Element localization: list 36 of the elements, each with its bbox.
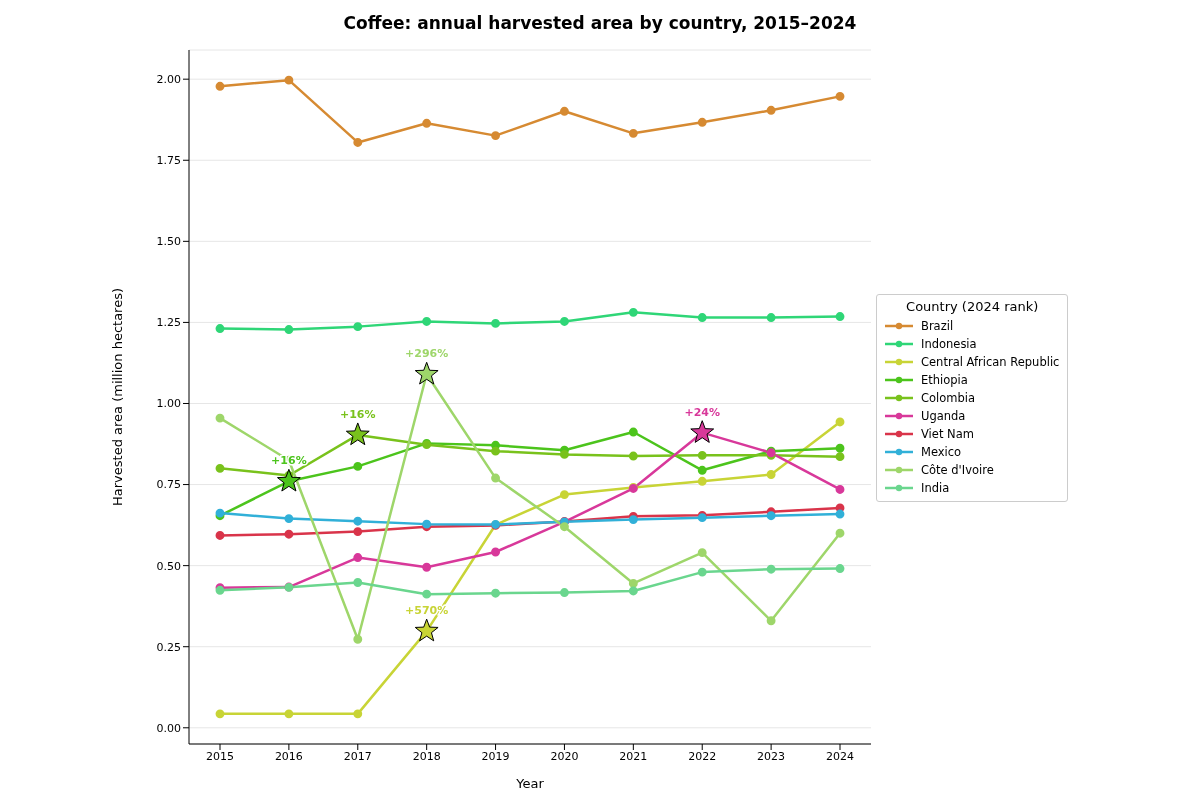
annotation: +16% xyxy=(340,407,376,421)
y-tick-label: 0.75 xyxy=(156,478,181,492)
y-tick-label: 0.25 xyxy=(156,640,181,654)
x-tick-label: 2018 xyxy=(412,749,441,763)
legend-label: Colombia xyxy=(921,391,976,405)
y-tick-label: 0.50 xyxy=(156,559,181,573)
legend-label: Mexico xyxy=(921,445,962,459)
legend-label: Viet Nam xyxy=(921,427,974,441)
legend-label: Ethiopia xyxy=(921,373,968,387)
legend-title: Country (2024 rank) xyxy=(905,299,1040,314)
x-tick-label: 2020 xyxy=(550,749,579,763)
y-tick-label: 1.50 xyxy=(156,235,181,249)
x-tick-label: 2017 xyxy=(343,749,372,763)
x-tick-label: 2015 xyxy=(206,749,234,763)
x-tick-label: 2016 xyxy=(274,749,303,763)
legend-label: Central African Republic xyxy=(921,355,1060,369)
annotation: +24% xyxy=(684,405,720,419)
legend-label: Brazil xyxy=(921,319,954,333)
legend-label: Côte d'Ivoire xyxy=(921,463,994,477)
y-tick-label: 1.75 xyxy=(156,154,181,168)
y-axis-title: Harvested area (million hectares) xyxy=(109,287,125,507)
x-tick-label: 2022 xyxy=(688,749,717,763)
y-tick-label: 0.00 xyxy=(156,721,181,735)
y-tick-label: 1.00 xyxy=(156,397,181,411)
x-tick-label: 2021 xyxy=(619,749,648,763)
y-tick-label: 1.25 xyxy=(156,316,181,330)
x-tick-label: 2023 xyxy=(757,749,786,763)
annotation: +296% xyxy=(405,347,449,361)
legend-label: Indonesia xyxy=(921,337,977,351)
legend-label: India xyxy=(921,481,950,495)
y-tick-label: 2.00 xyxy=(156,73,181,87)
x-axis-title: Year xyxy=(515,776,545,791)
x-tick-label: 2019 xyxy=(481,749,510,763)
x-tick-label: 2024 xyxy=(826,749,854,763)
legend-label: Uganda xyxy=(921,409,966,423)
chart-title: Coffee: annual harvested area by country, 2015–2024 xyxy=(342,12,858,35)
